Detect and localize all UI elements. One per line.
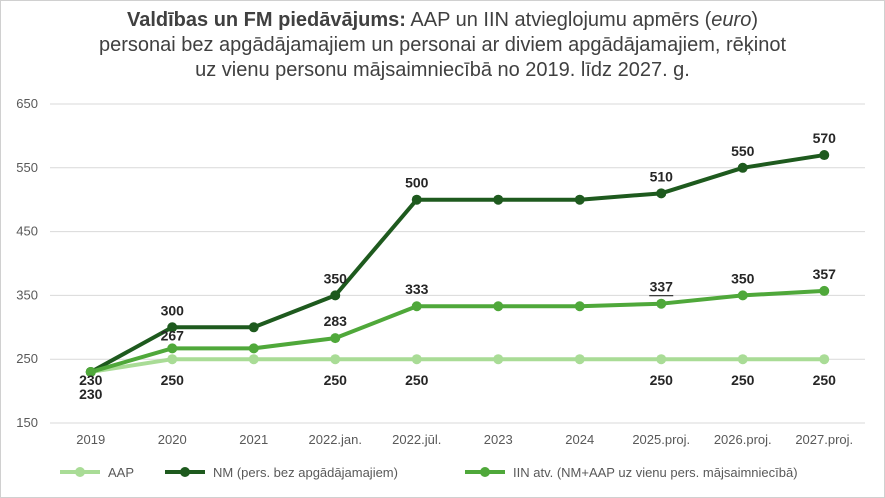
data-label: 283 <box>324 313 348 329</box>
data-point <box>248 343 259 354</box>
x-tick-label: 2019 <box>76 432 105 447</box>
x-tick-label: 2022.jan. <box>309 432 363 447</box>
data-point <box>737 354 748 365</box>
data-point <box>85 366 96 377</box>
data-point <box>656 188 667 199</box>
data-point <box>411 194 422 205</box>
x-tick-label: 2023 <box>484 432 513 447</box>
y-tick-label: 350 <box>16 287 38 302</box>
data-label: 300 <box>161 302 185 318</box>
title-part2: ) <box>751 9 758 31</box>
data-label: 550 <box>731 143 755 159</box>
chart-title: Valdības un FM piedāvājums: AAP un IIN a… <box>40 8 845 83</box>
title-italic: euro <box>711 9 752 31</box>
data-point <box>411 301 422 312</box>
data-point <box>167 354 178 365</box>
data-point <box>574 354 585 365</box>
y-tick-label: 550 <box>16 160 38 175</box>
data-point <box>330 290 341 301</box>
legend-swatch-marker <box>75 467 85 477</box>
data-label: 267 <box>161 327 185 343</box>
data-label: 333 <box>405 281 429 297</box>
data-point <box>248 322 259 333</box>
data-label: 357 <box>813 266 837 282</box>
legend-swatch-marker <box>180 467 190 477</box>
data-point <box>167 322 178 333</box>
legend-label: NM (pers. bez apgādājamajiem) <box>213 465 398 480</box>
x-tick-label: 2027.proj. <box>795 432 853 447</box>
data-point <box>737 290 748 301</box>
data-point <box>819 285 830 296</box>
data-label: 500 <box>405 175 429 191</box>
data-label: 230 <box>79 386 103 402</box>
title-line-3: uz vienu personu mājsaimniecībā no 2019.… <box>195 59 690 81</box>
data-point <box>167 343 178 354</box>
data-point <box>819 150 830 161</box>
data-label: 570 <box>813 130 837 146</box>
series-line-1 <box>89 153 825 374</box>
data-point <box>493 301 504 312</box>
data-label: 250 <box>161 372 185 388</box>
data-label: 250 <box>731 372 755 388</box>
data-label: 250 <box>324 372 348 388</box>
data-label: 230 <box>79 372 103 388</box>
x-tick-label: 2020 <box>158 432 187 447</box>
series-line-0 <box>90 357 825 374</box>
data-label: 350 <box>731 270 755 286</box>
data-point <box>493 354 504 365</box>
data-point <box>493 194 504 205</box>
legend-label: AAP <box>108 465 134 480</box>
data-point <box>656 298 667 309</box>
data-label: 350 <box>324 270 348 286</box>
y-tick-label: 450 <box>16 224 38 239</box>
x-tick-label: 2025.proj. <box>632 432 690 447</box>
data-point <box>656 354 667 365</box>
title-line-1: Valdības un FM piedāvājums: AAP un IIN a… <box>40 8 845 33</box>
data-point <box>819 354 830 365</box>
legend-label: IIN atv. (NM+AAP uz vienu pers. mājsaimn… <box>513 465 798 480</box>
data-point <box>574 301 585 312</box>
data-label: 250 <box>650 372 674 388</box>
data-point <box>330 354 341 365</box>
x-tick-label: 2021 <box>239 432 268 447</box>
data-label: 250 <box>405 372 429 388</box>
title-bold: Valdības un FM piedāvājums: <box>126 9 406 31</box>
series-line-2 <box>90 288 825 374</box>
data-point <box>737 162 748 173</box>
legend-swatch-marker <box>480 467 490 477</box>
data-label: 510 <box>650 168 674 184</box>
data-label: 250 <box>813 372 837 388</box>
x-tick-label: 2022.jūl. <box>392 432 441 447</box>
data-point <box>248 354 259 365</box>
title-part1: AAP un IIN atvieglojumu apmērs ( <box>405 9 712 31</box>
data-point <box>330 333 341 344</box>
y-tick-label: 250 <box>16 351 38 366</box>
data-point <box>411 354 422 365</box>
x-tick-label: 2024 <box>565 432 594 447</box>
y-tick-label: 650 <box>16 96 38 111</box>
data-label: 337 <box>650 279 674 295</box>
title-line-2: personai bez apgādājamajiem un personai … <box>98 34 787 56</box>
x-tick-label: 2026.proj. <box>714 432 772 447</box>
data-point <box>574 194 585 205</box>
y-tick-label: 150 <box>16 415 38 430</box>
